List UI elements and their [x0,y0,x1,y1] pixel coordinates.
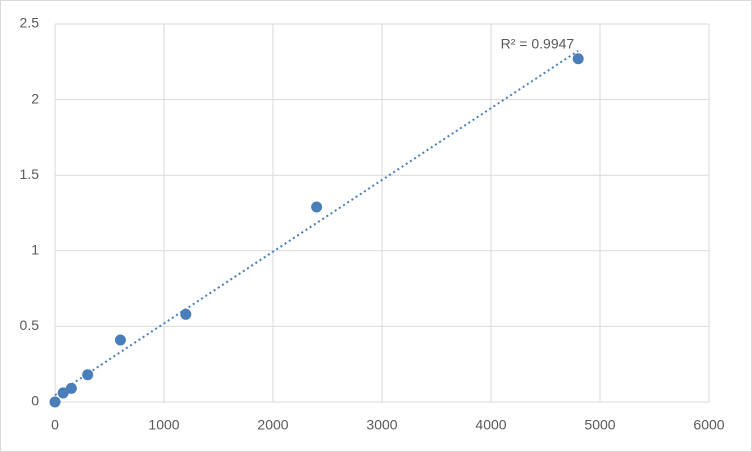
x-tick-label: 2000 [257,417,288,433]
trendline [54,49,579,397]
y-tick-label: 2.5 [20,15,40,31]
point [65,382,77,394]
point [57,387,69,399]
x-tick-label: 5000 [584,417,615,433]
x-tick-label: 6000 [693,417,724,433]
point [311,201,323,213]
y-tick-label: 0 [31,393,39,409]
x-tick-label: 4000 [475,417,506,433]
y-tick-label: 2 [31,90,39,106]
x-tick-label: 1000 [148,417,179,433]
y-tick-label: 1.5 [20,166,40,182]
point [114,334,126,346]
point [49,396,61,408]
y-tick-label: 1 [31,242,39,258]
annotation: R² = 0.9947 [501,35,575,51]
point [82,369,94,381]
point [180,308,192,320]
y-tick-label: 0.5 [20,317,40,333]
point [572,53,584,65]
x-tick-label: 3000 [366,417,397,433]
x-tick-label: 0 [51,417,59,433]
